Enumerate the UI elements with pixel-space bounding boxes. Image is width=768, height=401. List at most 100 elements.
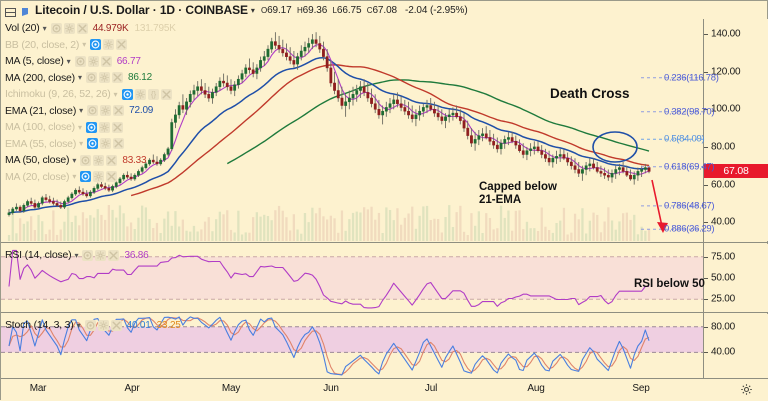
eye-icon[interactable] [85, 121, 97, 133]
chevron-down-icon[interactable]: ▾ [72, 172, 77, 182]
gear-icon[interactable] [63, 22, 75, 34]
close-icon[interactable] [76, 22, 88, 34]
chevron-down-icon[interactable]: ▾ [113, 89, 118, 99]
eye-icon[interactable] [50, 22, 62, 34]
gear-icon[interactable] [740, 383, 753, 401]
eye-icon[interactable] [80, 154, 92, 166]
eye-icon[interactable] [85, 72, 97, 84]
legend-indicator-name[interactable]: RSI (14, close) [5, 249, 72, 262]
legend-value: 86.12 [127, 72, 152, 84]
chevron-down-icon[interactable]: ▾ [79, 139, 84, 149]
gear-icon[interactable] [93, 171, 105, 183]
legend-row[interactable]: MA (50, close) ▾ 83.33 [5, 152, 182, 169]
legend-row[interactable]: MA (100, close) ▾ [5, 119, 182, 136]
close-icon[interactable] [106, 154, 118, 166]
chevron-down-icon[interactable]: ▾ [76, 320, 81, 330]
gear-icon[interactable] [93, 154, 105, 166]
collapse-icon[interactable] [5, 5, 16, 17]
chevron-down-icon[interactable]: ▾ [250, 5, 255, 15]
ohlc-values: O69.17 H69.36 L66.75 C67.08 -2.04 (-2.95… [261, 5, 468, 16]
indicator-legend: Vol (20) ▾ 44.979K 131.795K BB (20, close, 2… [5, 20, 182, 185]
axis-tick-mark [704, 109, 708, 111]
close-icon[interactable] [106, 171, 118, 183]
time-axis[interactable]: Mar Apr May Jun Jul Aug Sep [1, 379, 768, 400]
close-icon[interactable] [100, 55, 112, 67]
time-axis-month: Aug [527, 383, 545, 394]
legend-row[interactable]: EMA (55, close) ▾ [5, 136, 182, 153]
pane-divider-1[interactable] [1, 242, 768, 243]
legend-row[interactable]: Vol (20) ▾ 44.979K 131.795K [5, 20, 182, 37]
symbol-title[interactable]: Litecoin / U.S. Dollar · 1D · COINBASE [35, 3, 248, 17]
legend-buttons [80, 171, 118, 183]
price-pane[interactable] [1, 19, 703, 241]
legend-row[interactable]: BB (20, close, 2) ▾ [5, 37, 182, 54]
rsi-pane[interactable] [1, 244, 703, 312]
legend-indicator-name[interactable]: MA (5, close) [5, 55, 64, 68]
legend-value: 131.795K [134, 22, 176, 34]
close-icon[interactable] [160, 88, 172, 100]
legend-value: 36.86 [124, 249, 149, 261]
gear-icon[interactable] [98, 72, 110, 84]
legend-row[interactable]: Stoch (14, 3, 3) ▾ 40.01 33.25 [5, 317, 181, 334]
legend-indicator-name[interactable]: MA (20, close) [5, 170, 70, 183]
legend-indicator-name[interactable]: Ichimoku (9, 26, 52, 26) [5, 88, 111, 101]
close-icon[interactable] [110, 319, 122, 331]
brackets-icon[interactable]: {} [147, 88, 159, 100]
eye-icon[interactable] [121, 88, 133, 100]
eye-icon[interactable] [74, 55, 86, 67]
legend-row[interactable]: MA (200, close) ▾ 86.12 [5, 70, 182, 87]
axis-tick-mark [704, 71, 708, 73]
legend-indicator-name[interactable]: Stoch (14, 3, 3) [5, 319, 74, 332]
legend-indicator-name[interactable]: BB (20, close, 2) [5, 38, 80, 51]
chevron-down-icon[interactable]: ▾ [77, 73, 82, 83]
close-icon[interactable] [111, 121, 123, 133]
legend-row[interactable]: MA (5, close) ▾ 66.77 [5, 53, 182, 70]
chevron-down-icon[interactable]: ▾ [77, 122, 82, 132]
high-value: 69.36 [302, 4, 328, 16]
legend-value: 44.979K [92, 22, 129, 34]
legend-indicator-name[interactable]: EMA (21, close) [5, 104, 77, 117]
eye-icon[interactable] [87, 138, 99, 150]
close-icon[interactable] [116, 39, 128, 51]
gear-icon[interactable] [97, 319, 109, 331]
legend-row[interactable]: MA (20, close) ▾ [5, 169, 182, 186]
gear-icon[interactable] [100, 138, 112, 150]
close-icon[interactable] [113, 138, 125, 150]
eye-icon[interactable] [84, 319, 96, 331]
eye-icon[interactable] [82, 249, 94, 261]
eye-icon[interactable] [80, 171, 92, 183]
chevron-down-icon[interactable]: ▾ [66, 56, 71, 66]
eye-icon[interactable] [87, 105, 99, 117]
close-icon[interactable] [108, 249, 120, 261]
gear-icon[interactable] [95, 249, 107, 261]
stochastic-axis[interactable]: 80.00 40.00 [703, 314, 768, 378]
eye-icon[interactable] [90, 39, 102, 51]
legend-row[interactable]: EMA (21, close) ▾ 72.09 [5, 103, 182, 120]
legend-indicator-name[interactable]: MA (50, close) [5, 154, 70, 167]
stochastic-pane[interactable] [1, 314, 703, 378]
legend-indicator-name[interactable]: Vol (20) [5, 22, 40, 35]
legend-indicator-name[interactable]: MA (200, close) [5, 71, 75, 84]
symbol-flag-icon [20, 5, 31, 16]
chevron-down-icon[interactable]: ▾ [82, 40, 87, 50]
gear-icon[interactable] [98, 121, 110, 133]
chevron-down-icon[interactable]: ▾ [79, 106, 84, 116]
gear-icon[interactable] [134, 88, 146, 100]
price-axis[interactable]: 140.00 120.00 100.00 80.00 60.00 40.00 67.08 [703, 19, 768, 241]
close-icon[interactable] [111, 72, 123, 84]
rsi-axis[interactable]: 75.00 50.00 25.00 [703, 244, 768, 312]
chevron-down-icon[interactable]: ▾ [72, 155, 77, 165]
low-value: 66.75 [336, 4, 362, 16]
gear-icon[interactable] [103, 39, 115, 51]
gear-icon[interactable] [100, 105, 112, 117]
close-icon[interactable] [113, 105, 125, 117]
chevron-down-icon[interactable]: ▾ [74, 250, 79, 260]
legend-row[interactable]: Ichimoku (9, 26, 52, 26) ▾ {} [5, 86, 182, 103]
chevron-down-icon[interactable]: ▾ [42, 23, 47, 33]
legend-row[interactable]: RSI (14, close) ▾ 36.86 [5, 247, 149, 264]
gear-icon[interactable] [87, 55, 99, 67]
legend-indicator-name[interactable]: MA (100, close) [5, 121, 75, 134]
legend-indicator-name[interactable]: EMA (55, close) [5, 137, 77, 150]
pane-divider-2[interactable] [1, 312, 768, 313]
legend-buttons [74, 55, 112, 67]
